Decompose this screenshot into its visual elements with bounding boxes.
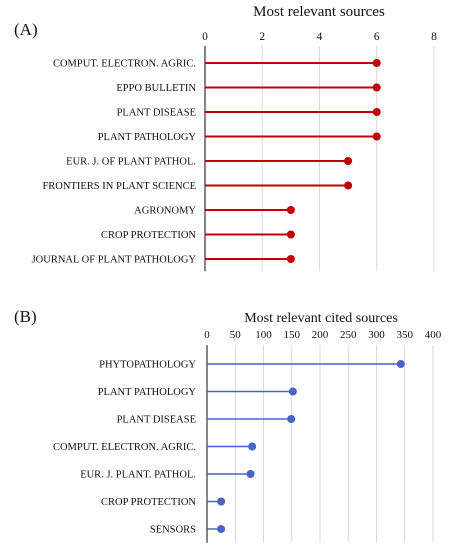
chart-title: Most relevant cited sources [244,311,398,326]
category-label: SENSORS [150,525,196,536]
lollipop-dot [217,497,226,506]
category-label: PLANT PATHOLOGY [98,387,197,398]
category-label: COMPUT. ELECTRON. AGRIC. [53,59,196,70]
panel-label: (B) [14,307,37,326]
lollipop-dot [217,525,226,533]
category-label: JOURNAL OF PLANT PATHOLOGY [32,255,197,266]
x-tick-label: 50 [230,329,242,341]
category-label: PLANT DISEASE [117,108,196,119]
category-label: PLANT PATHOLOGY [98,132,197,143]
category-label: EUR. J. OF PLANT PATHOL. [66,157,196,168]
lollipop-dot [372,59,381,67]
lollipop-dot [286,230,295,239]
x-tick-label: 350 [397,329,414,341]
lollipop-dot [372,83,381,92]
lollipop-chart: 0 2 4 6 8 COMPUT. ELECTRON. AGRIC. EPPO BULLET… [32,31,437,272]
x-tick-label: 100 [255,329,272,341]
category-label: COMPUT. ELECTRON. AGRIC. [53,442,196,453]
x-tick-label: 150 [284,329,301,341]
category-label: EUR. J. PLANT. PATHOL. [80,470,196,481]
x-tick-label: 200 [312,329,329,341]
lollipop-dot [286,206,295,214]
lollipop-chart: 0 50 100 150 200 250 300 350 400 PHYTOPATHOLOGY PL… [53,329,442,543]
x-tick-label: 300 [368,329,385,341]
chart-title: Most relevant sources [253,4,385,20]
lollipop-dot [396,360,405,368]
x-tick-label: 4 [317,31,323,43]
chart-panel-a: (A) Most relevant sources 0 2 4 6 8 COMPUT. E… [14,4,437,272]
x-tick-label: 0 [202,31,208,43]
x-tick-label: 0 [204,329,210,341]
x-tick-label: 250 [340,329,357,341]
lollipop-dot [372,132,381,141]
category-label: CROP PROTECTION [101,497,196,508]
lollipop-dot [288,387,297,396]
chart-panel-b: (B) Most relevant cited sources 0 50 100 15… [0,275,450,550]
category-label: AGRONOMY [134,206,196,217]
lollipop-dot [248,442,257,451]
category-label: PHYTOPATHOLOGY [99,360,196,371]
lollipop-dot [344,181,353,190]
lollipop-dot [287,415,296,423]
lollipop-dot [246,470,255,478]
category-label: FRONTIERS IN PLANT SCIENCE [42,181,196,192]
x-tick-label: 2 [259,31,265,43]
lollipop-dot [344,157,353,165]
lollipop-dot [286,255,295,263]
x-tick-label: 400 [425,329,442,341]
x-tick-label: 8 [431,31,437,43]
category-label: PLANT DISEASE [117,415,196,426]
category-label: EPPO BULLETIN [116,83,196,94]
x-tick-label: 6 [374,31,380,43]
panel-label: (A) [14,20,38,39]
category-label: CROP PROTECTION [101,230,196,241]
lollipop-dot [372,108,381,116]
